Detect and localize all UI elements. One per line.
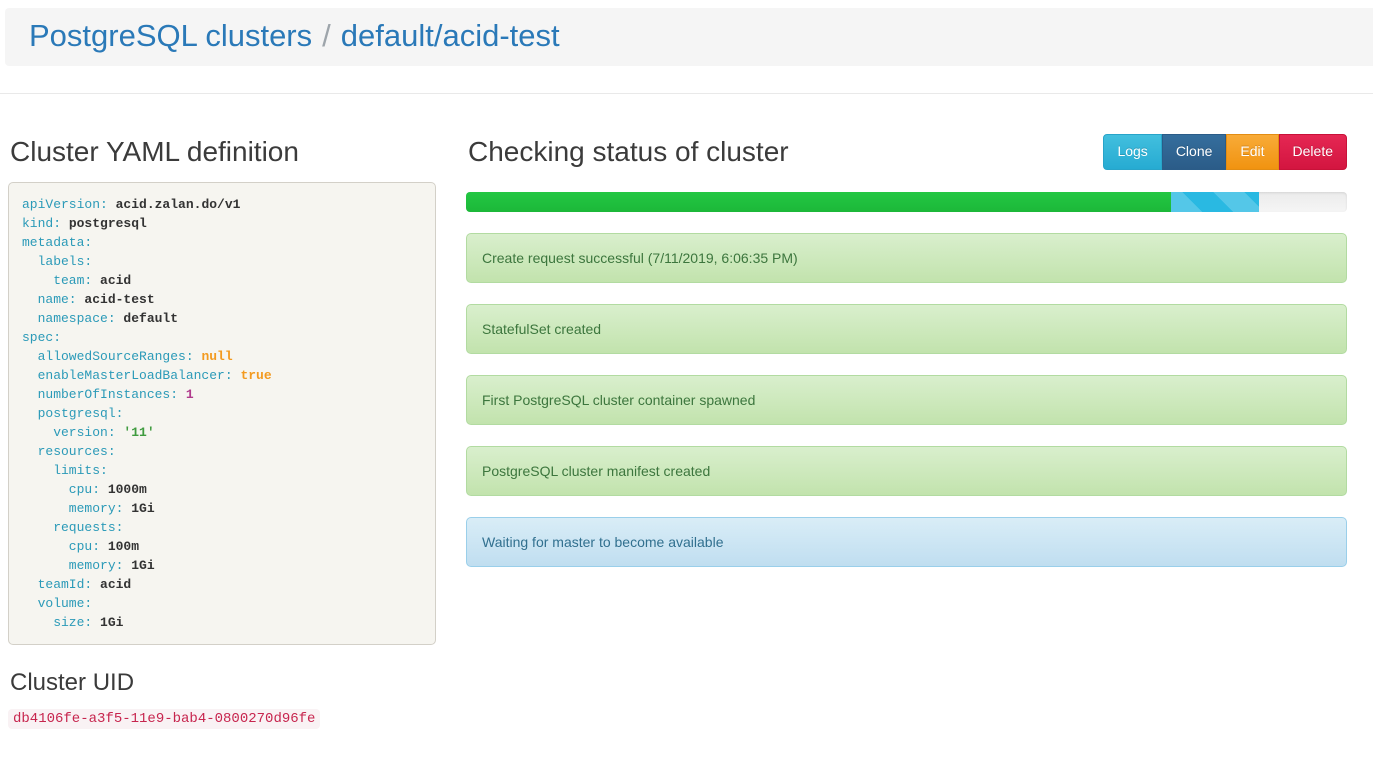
yaml-key: kind: xyxy=(22,216,62,231)
yaml-key: volume: xyxy=(22,596,93,611)
yaml-value: '11' xyxy=(115,425,155,440)
yaml-key: teamId: xyxy=(22,577,93,592)
yaml-key: allowedSourceRanges: xyxy=(22,349,194,364)
main-content: Cluster YAML definition apiVersion: acid… xyxy=(0,94,1373,729)
progress-segment-info-striped xyxy=(1170,192,1259,212)
status-header: Checking status of cluster Logs Clone Edit… xyxy=(466,94,1347,182)
yaml-value: null xyxy=(193,349,233,364)
status-alert-success: First PostgreSQL cluster container spawn… xyxy=(466,375,1347,425)
status-alert-success: Create request successful (7/11/2019, 6:… xyxy=(466,233,1347,283)
cluster-action-buttons: Logs Clone Edit Delete xyxy=(1103,134,1347,170)
clone-button[interactable]: Clone xyxy=(1161,134,1227,170)
yaml-value: 1Gi xyxy=(123,558,155,573)
yaml-key: namespace: xyxy=(22,311,116,326)
uid-section-title: Cluster UID xyxy=(10,669,135,696)
yaml-value: default xyxy=(115,311,179,326)
yaml-key: labels: xyxy=(22,254,93,269)
breadcrumb-root-link[interactable]: PostgreSQL clusters xyxy=(29,18,313,53)
cluster-yaml-definition: apiVersion: acid.zalan.do/v1 kind: postg… xyxy=(8,182,436,645)
yaml-column: Cluster YAML definition apiVersion: acid… xyxy=(8,94,436,729)
yaml-value: acid xyxy=(92,273,132,288)
page-header: PostgreSQL clusters / default/acid-test xyxy=(5,8,1373,66)
yaml-key: cpu: xyxy=(22,539,101,554)
logs-button[interactable]: Logs xyxy=(1103,134,1162,170)
yaml-key: limits: xyxy=(22,463,108,478)
yaml-value: 1Gi xyxy=(123,501,155,516)
yaml-value: postgresql xyxy=(61,216,147,231)
yaml-value: 1Gi xyxy=(92,615,124,630)
header-divider xyxy=(0,93,1373,94)
cluster-progress-bar xyxy=(466,192,1347,212)
yaml-value: 100m xyxy=(100,539,140,554)
status-title: Checking status of cluster xyxy=(468,136,789,167)
yaml-key: name: xyxy=(22,292,77,307)
yaml-key: spec: xyxy=(22,330,62,345)
yaml-key: size: xyxy=(22,615,93,630)
yaml-value: acid xyxy=(92,577,132,592)
breadcrumb-separator: / xyxy=(322,18,331,53)
status-alert-list: Create request successful (7/11/2019, 6:… xyxy=(466,233,1347,567)
yaml-value: acid-test xyxy=(76,292,155,307)
yaml-key: requests: xyxy=(22,520,124,535)
yaml-key: apiVersion: xyxy=(22,197,108,212)
yaml-key: metadata: xyxy=(22,235,93,250)
edit-button[interactable]: Edit xyxy=(1226,134,1279,170)
yaml-key: postgresql: xyxy=(22,406,124,421)
yaml-key: resources: xyxy=(22,444,116,459)
yaml-key: enableMasterLoadBalancer: xyxy=(22,368,233,383)
status-alert-success: StatefulSet created xyxy=(466,304,1347,354)
delete-button[interactable]: Delete xyxy=(1278,134,1347,170)
breadcrumb-current-link[interactable]: default/acid-test xyxy=(340,18,560,53)
yaml-value: true xyxy=(232,368,272,383)
yaml-key: memory: xyxy=(22,501,124,516)
yaml-key: cpu: xyxy=(22,482,101,497)
yaml-value: acid.zalan.do/v1 xyxy=(107,197,241,212)
status-alert-success: PostgreSQL cluster manifest created xyxy=(466,446,1347,496)
yaml-key: memory: xyxy=(22,558,124,573)
cluster-uid-value: db4106fe-a3f5-11e9-bab4-0800270d96fe xyxy=(8,709,321,729)
yaml-value: 1000m xyxy=(100,482,147,497)
breadcrumb: PostgreSQL clusters / default/acid-test xyxy=(29,18,560,54)
yaml-key: team: xyxy=(22,273,93,288)
yaml-value: 1 xyxy=(178,387,194,402)
status-column: Checking status of cluster Logs Clone Edit… xyxy=(466,94,1347,729)
yaml-key: numberOfInstances: xyxy=(22,387,179,402)
status-alert-info: Waiting for master to become available xyxy=(466,517,1347,567)
progress-segment-success xyxy=(466,192,1171,212)
yaml-code: apiVersion: acid.zalan.do/v1 kind: postg… xyxy=(22,197,272,630)
yaml-key: version: xyxy=(22,425,116,440)
yaml-section-title: Cluster YAML definition xyxy=(10,136,299,167)
